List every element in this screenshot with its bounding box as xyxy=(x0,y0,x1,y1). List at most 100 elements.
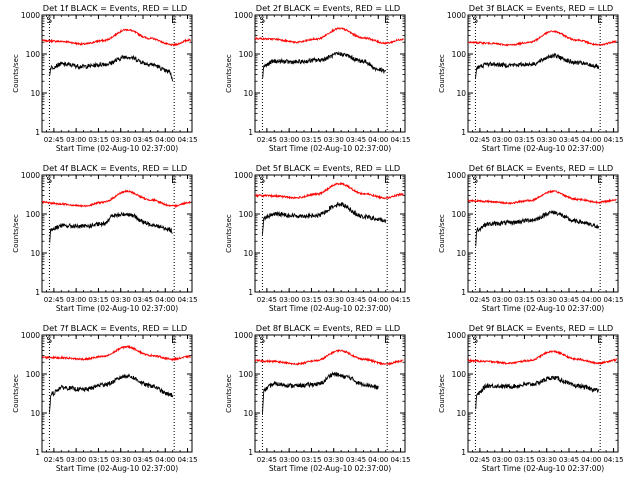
x-axis-label: Start Time (02-Aug-10 02:37:00) xyxy=(56,464,178,473)
series-lld-line xyxy=(467,350,617,366)
y-tick-label: 1000 xyxy=(447,11,466,20)
y-tick-label: 1000 xyxy=(21,11,40,20)
series-lld-line xyxy=(41,344,191,362)
time-marker-label: E xyxy=(597,176,603,186)
chart-title: Det 7f BLACK = Events, RED = LLD xyxy=(43,323,187,333)
x-tick-label: 03:15 xyxy=(88,296,108,304)
x-axis-label: Start Time (02-Aug-10 02:37:00) xyxy=(482,144,604,153)
time-marker-label: S xyxy=(259,336,265,346)
series-events-line xyxy=(49,211,173,244)
plot-frame xyxy=(41,14,193,133)
chart-title: Det 6f BLACK = Events, RED = LLD xyxy=(469,163,613,173)
x-tick-label: 02:45 xyxy=(44,456,64,464)
x-tick-label: 03:45 xyxy=(133,296,153,304)
x-tick-label: 03:30 xyxy=(111,136,131,144)
x-tick-label: 04:00 xyxy=(155,296,175,304)
x-tick-label: 04:00 xyxy=(155,136,175,144)
chart-panel-4: Det 4f BLACK = Events, RED = LLD 1 10 100 10… xyxy=(12,163,198,313)
time-marker-label: S xyxy=(472,16,478,26)
x-tick-label: 03:00 xyxy=(492,456,512,464)
time-marker-label: E xyxy=(171,16,177,26)
time-marker-label: E xyxy=(384,336,390,346)
chart-title: Det 8f BLACK = Events, RED = LLD xyxy=(256,323,400,333)
chart-panel-1: Det 1f BLACK = Events, RED = LLD 1 10 100 10… xyxy=(12,3,198,153)
x-tick-label: 04:00 xyxy=(581,296,601,304)
y-tick-label: 1 xyxy=(461,128,466,137)
plot-frame xyxy=(254,174,406,293)
x-tick-label: 04:00 xyxy=(368,456,388,464)
y-tick-label: 1 xyxy=(248,288,253,297)
x-tick-label: 04:15 xyxy=(390,136,410,144)
y-tick-label: 100 xyxy=(26,370,41,379)
x-tick-label: 03:00 xyxy=(279,136,299,144)
y-tick-label: 10 xyxy=(30,409,40,418)
y-tick-label: 10 xyxy=(456,409,466,418)
x-tick-label: 03:30 xyxy=(537,296,557,304)
y-tick-label: 1000 xyxy=(234,11,253,20)
x-tick-label: 03:30 xyxy=(111,296,131,304)
y-axis-label: Counts/sec xyxy=(438,54,446,93)
chart-title: Det 3f BLACK = Events, RED = LLD xyxy=(469,3,613,13)
time-marker-label: E xyxy=(597,336,603,346)
y-tick-label: 100 xyxy=(452,370,467,379)
y-tick-label: 10 xyxy=(456,89,466,98)
x-tick-label: 03:45 xyxy=(346,456,366,464)
x-tick-label: 03:30 xyxy=(324,136,344,144)
plot-frame xyxy=(41,334,193,453)
y-tick-label: 10 xyxy=(243,249,253,258)
y-axis-label: Counts/sec xyxy=(225,54,233,93)
plot-frame xyxy=(467,334,619,453)
series-events-line xyxy=(261,371,379,415)
y-tick-label: 100 xyxy=(452,210,467,219)
y-tick-label: 1 xyxy=(35,128,40,137)
y-tick-label: 100 xyxy=(452,50,467,59)
series-events-line xyxy=(261,201,387,235)
x-tick-label: 04:15 xyxy=(177,296,197,304)
x-tick-label: 04:00 xyxy=(155,456,175,464)
y-tick-label: 1 xyxy=(461,448,466,457)
x-tick-label: 03:30 xyxy=(537,136,557,144)
y-axis-label: Counts/sec xyxy=(225,374,233,413)
chart-title: Det 2f BLACK = Events, RED = LLD xyxy=(256,3,400,13)
x-tick-label: 03:15 xyxy=(301,136,321,144)
x-tick-label: 03:30 xyxy=(324,456,344,464)
x-tick-label: 04:15 xyxy=(177,456,197,464)
time-marker-label: E xyxy=(384,176,390,186)
chart-title: Det 5f BLACK = Events, RED = LLD xyxy=(256,163,400,173)
plot-frame xyxy=(467,14,619,133)
x-axis-label: Start Time (02-Aug-10 02:37:00) xyxy=(482,464,604,473)
x-tick-label: 03:45 xyxy=(346,136,366,144)
time-marker-label: S xyxy=(259,16,265,26)
series-lld-line xyxy=(41,28,191,47)
series-events-line xyxy=(48,373,174,413)
x-tick-label: 03:00 xyxy=(279,296,299,304)
x-axis-label: Start Time (02-Aug-10 02:37:00) xyxy=(56,304,178,313)
y-tick-label: 1000 xyxy=(234,171,253,180)
series-lld-line xyxy=(41,189,191,209)
x-tick-label: 03:15 xyxy=(514,136,534,144)
x-tick-label: 03:45 xyxy=(559,296,579,304)
chart-panel-3: Det 3f BLACK = Events, RED = LLD 1 10 100 10… xyxy=(438,3,624,153)
x-axis-label: Start Time (02-Aug-10 02:37:00) xyxy=(482,304,604,313)
plot-frame xyxy=(41,174,193,293)
x-tick-label: 02:45 xyxy=(257,296,277,304)
time-marker-label: S xyxy=(46,176,52,186)
y-axis-label: Counts/sec xyxy=(438,374,446,413)
y-axis-label: Counts/sec xyxy=(12,214,20,253)
chart-title: Det 4f BLACK = Events, RED = LLD xyxy=(43,163,187,173)
y-tick-label: 10 xyxy=(243,409,253,418)
x-tick-label: 03:30 xyxy=(111,456,131,464)
x-tick-label: 03:30 xyxy=(537,456,557,464)
x-tick-label: 02:45 xyxy=(470,456,490,464)
plot-frame xyxy=(254,14,406,133)
series-events-line xyxy=(49,54,174,82)
x-axis-label: Start Time (02-Aug-10 02:37:00) xyxy=(269,464,391,473)
x-tick-label: 03:00 xyxy=(66,456,86,464)
y-tick-label: 1000 xyxy=(447,331,466,340)
y-tick-label: 1000 xyxy=(447,171,466,180)
series-events-line xyxy=(475,210,600,247)
time-marker-label: S xyxy=(472,176,478,186)
y-axis-label: Counts/sec xyxy=(438,214,446,253)
x-tick-label: 03:15 xyxy=(301,456,321,464)
